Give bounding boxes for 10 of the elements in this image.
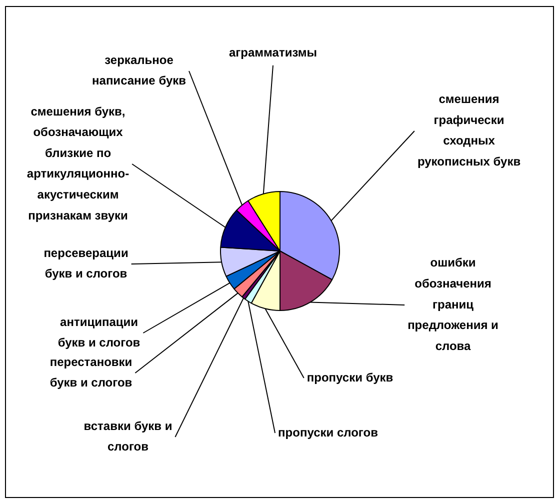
slice-label: пропуски слогов (278, 425, 378, 440)
slice-label: персеверации букв и слогов (44, 246, 128, 281)
slice-label: пропуски букв (306, 370, 394, 384)
slice-label: смешения графически сходных рукописных букв (417, 92, 521, 169)
slice-label: смешения букв, обозначающих близкие по артикуляционно- акустическим признакам звуки (26, 104, 130, 222)
slice-label: перестановки букв и слогов (50, 354, 132, 390)
slice-label: ошибки обозначения границ предложения и слова (408, 256, 498, 353)
slice-label: зеркальное написание букв (92, 52, 186, 88)
slice-label: вставки букв и слогов (84, 418, 172, 454)
slice-label: аграмматизмы (229, 45, 317, 60)
